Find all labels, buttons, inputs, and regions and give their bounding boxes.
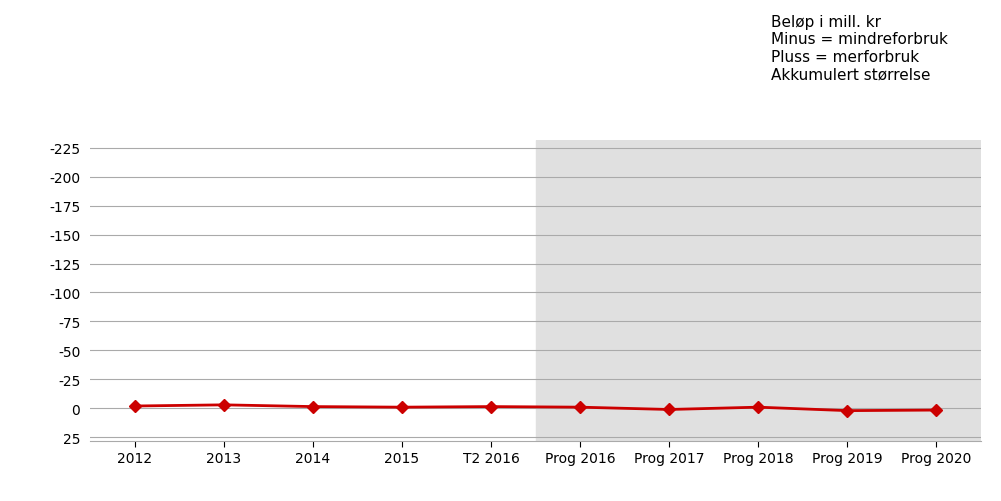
Text: Beløp i mill. kr
Minus = mindreforbruk
Pluss = merforbruk
Akkumulert størrelse: Beløp i mill. kr Minus = mindreforbruk P… [771,15,948,82]
Bar [536,140,981,441]
